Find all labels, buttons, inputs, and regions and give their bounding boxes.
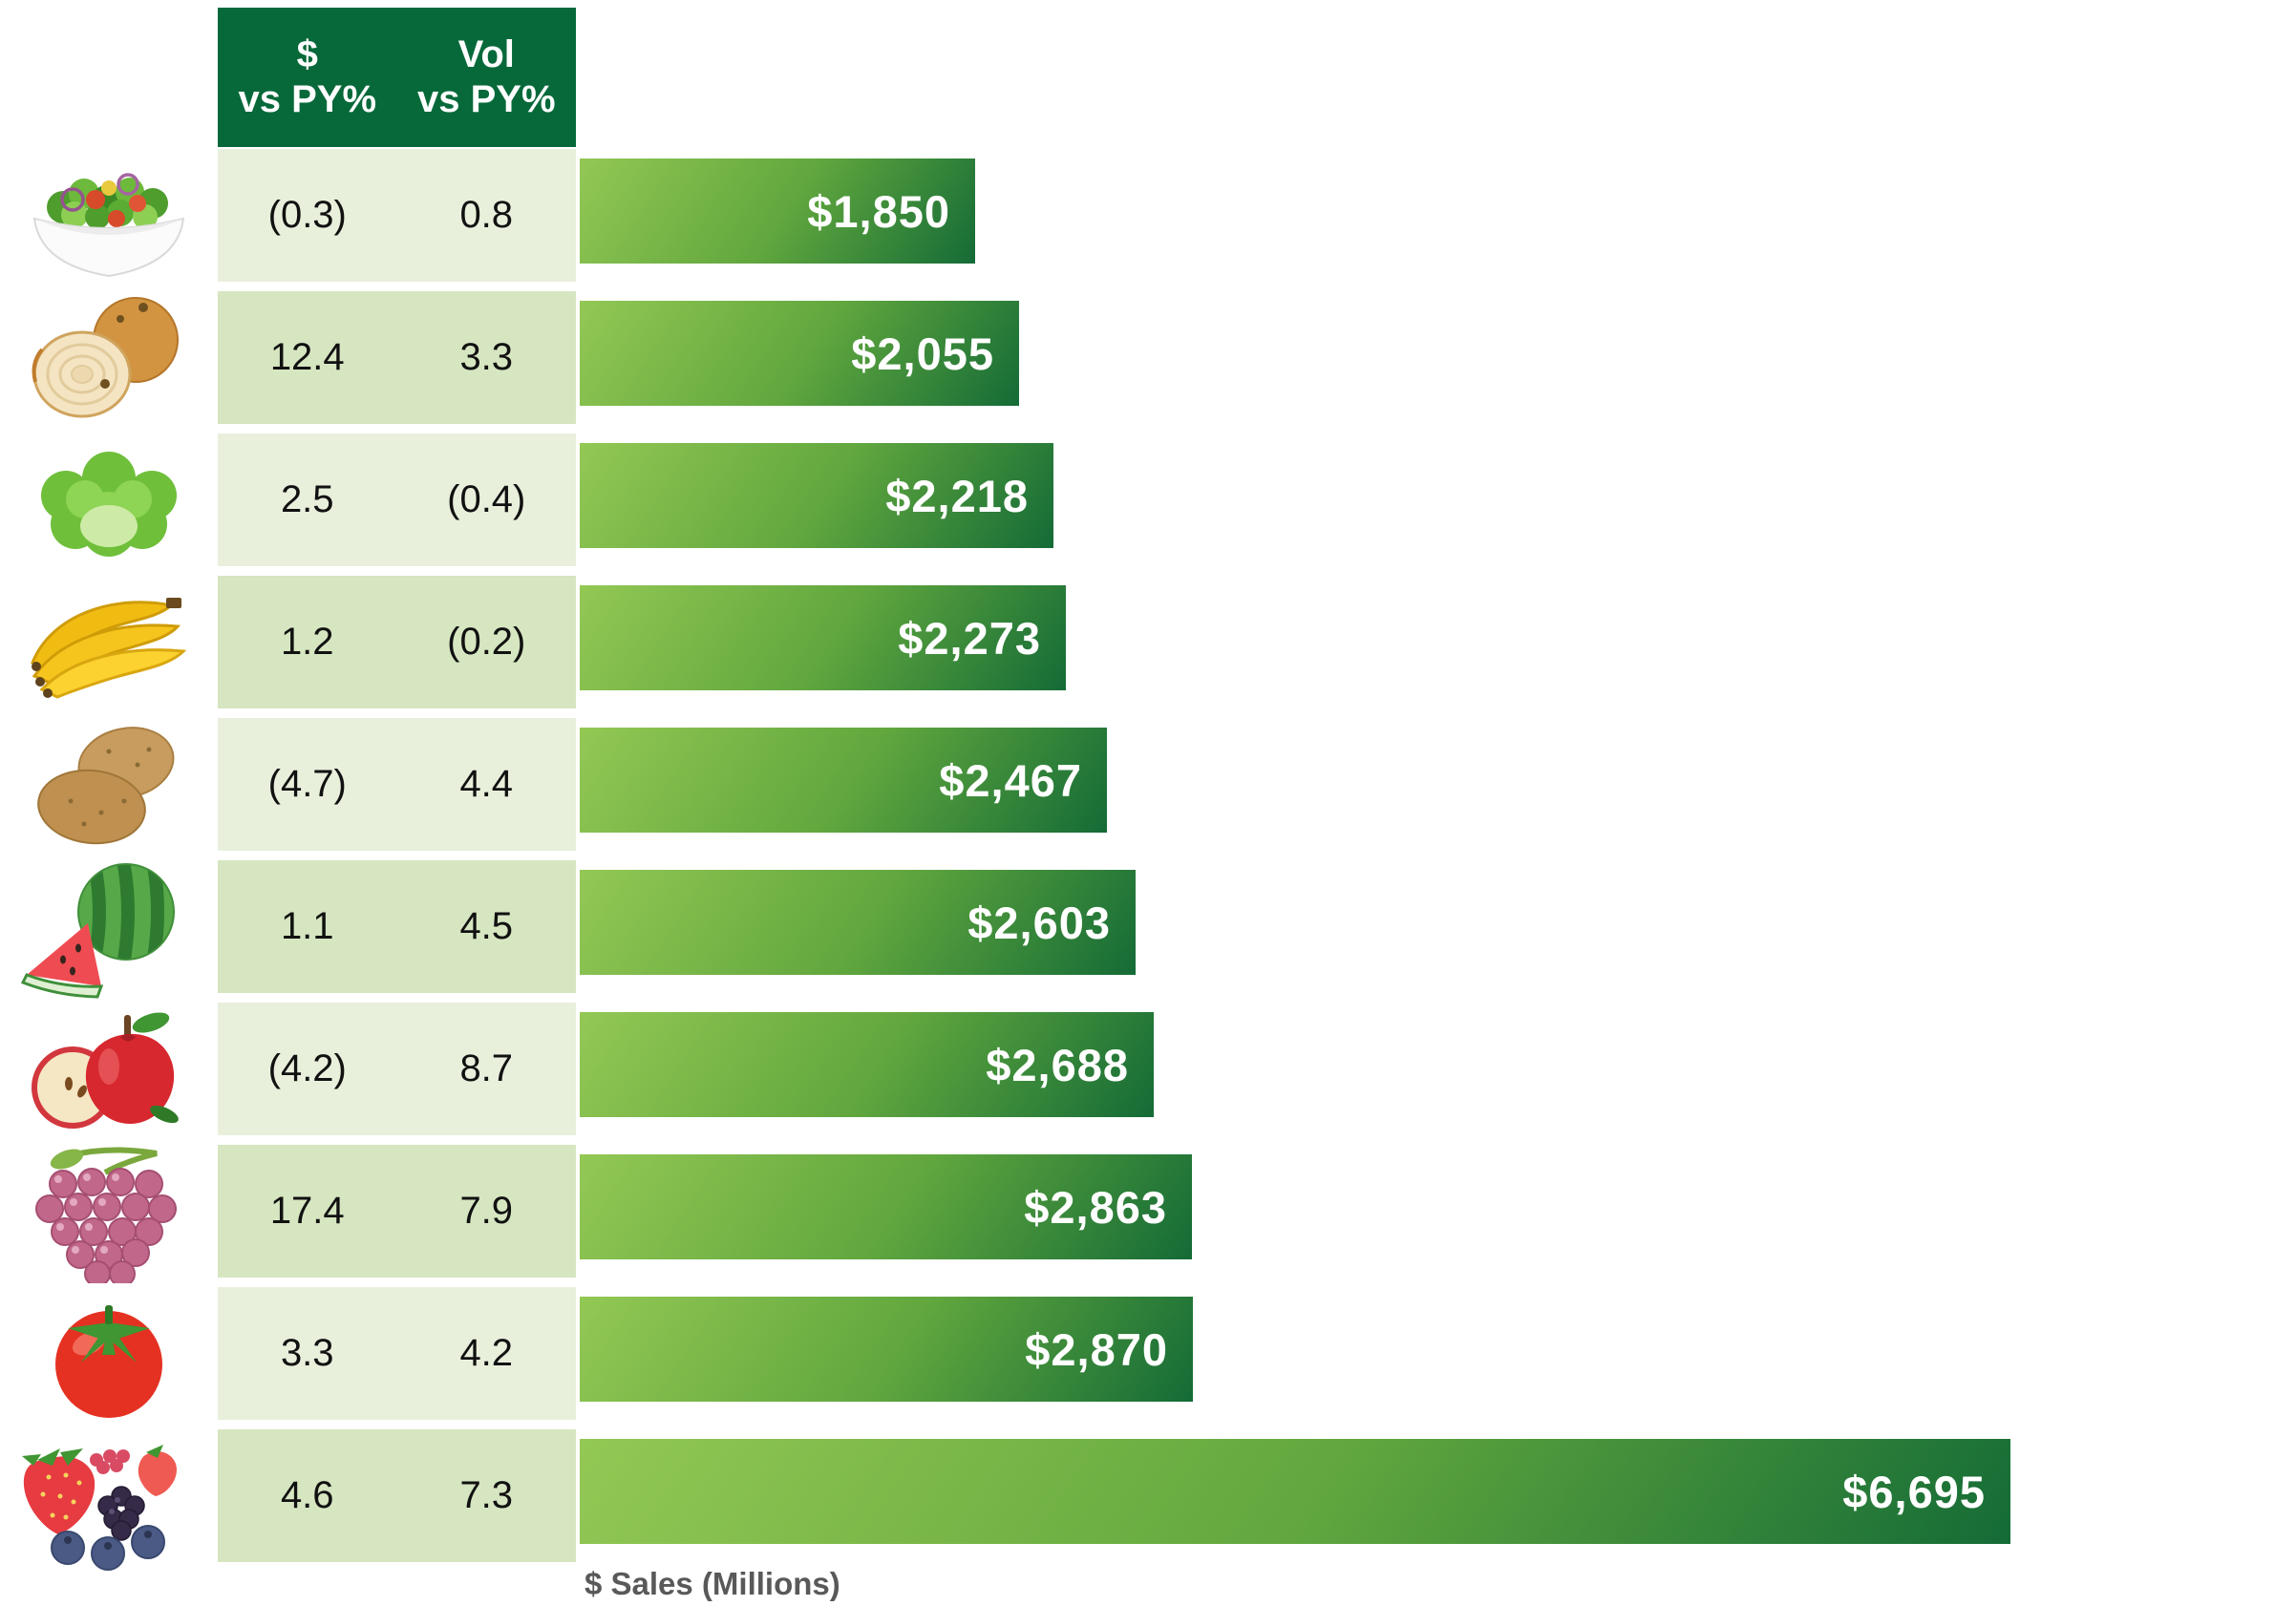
vol-vs-py-value: 0.8 xyxy=(459,194,514,236)
dollar-vs-py-header-line1: $ xyxy=(296,32,318,75)
x-axis-label: $ Sales (Millions) xyxy=(585,1566,840,1601)
metrics-cell: (0.3) 0.8 xyxy=(218,149,576,282)
vol-vs-py-value: 4.2 xyxy=(459,1332,514,1374)
sales-bar: $6,695 xyxy=(580,1439,2010,1544)
metrics-cell: 4.6 7.3 xyxy=(218,1429,576,1562)
chart-rows: (0.3) 0.8 $1,850 12.4 3.3 $2,055 2.5 (0.… xyxy=(0,149,2296,1572)
tomato-icon xyxy=(0,1281,218,1426)
onion-icon xyxy=(0,285,218,430)
dollar-vs-py-value: 4.6 xyxy=(280,1474,334,1516)
salad-bowl-icon xyxy=(0,143,218,287)
bar-value-label: $2,688 xyxy=(986,1039,1129,1090)
table-row: 12.4 3.3 $2,055 xyxy=(0,291,2296,424)
metrics-cell: 1.2 (0.2) xyxy=(218,576,576,708)
vol-vs-py-header-line2: vs PY% xyxy=(416,78,556,120)
vol-vs-py-header-line1: Vol xyxy=(457,32,515,75)
dollar-vs-py-value: 3.3 xyxy=(280,1332,334,1374)
grapes-icon xyxy=(0,1139,218,1283)
table-row: 4.6 7.3 $6,695 xyxy=(0,1429,2296,1571)
bar-value-label: $2,603 xyxy=(967,897,1111,948)
table-row: (4.2) 8.7 $2,688 xyxy=(0,1003,2296,1135)
sales-bar: $2,603 xyxy=(580,870,1136,975)
metrics-cell: 3.3 4.2 xyxy=(218,1287,576,1420)
vol-vs-py-value: (0.2) xyxy=(447,621,526,663)
vol-vs-py-value: 8.7 xyxy=(459,1047,514,1089)
bar-value-label: $2,467 xyxy=(939,754,1082,806)
table-row: 17.4 7.9 $2,863 xyxy=(0,1145,2296,1283)
bar-value-label: $2,870 xyxy=(1025,1323,1168,1375)
metrics-header: $ vs PY% Vol vs PY% xyxy=(218,8,576,147)
bar-value-label: $2,055 xyxy=(851,328,994,379)
bar-value-label: $2,218 xyxy=(885,470,1029,521)
sales-bar: $2,870 xyxy=(580,1297,1193,1402)
dollar-vs-py-value: (0.3) xyxy=(267,194,347,236)
bar-value-label: $1,850 xyxy=(807,185,950,237)
metrics-cell: 2.5 (0.4) xyxy=(218,433,576,566)
bar-value-label: $2,273 xyxy=(898,612,1041,664)
bar-value-label: $2,863 xyxy=(1024,1181,1167,1233)
vol-vs-py-value: 7.3 xyxy=(459,1474,514,1516)
metrics-cell: 12.4 3.3 xyxy=(218,291,576,424)
apple-icon xyxy=(0,997,218,1141)
sales-bar: $2,218 xyxy=(580,443,1053,548)
dollar-vs-py-value: (4.2) xyxy=(267,1047,347,1089)
sales-bar: $2,467 xyxy=(580,728,1107,833)
table-row: 3.3 4.2 $2,870 xyxy=(0,1287,2296,1420)
metrics-cell: 17.4 7.9 xyxy=(218,1145,576,1278)
vol-vs-py-value: 3.3 xyxy=(459,336,514,378)
dollar-vs-py-value: 2.5 xyxy=(280,478,334,520)
table-row: 1.1 4.5 $2,603 xyxy=(0,860,2296,999)
dollar-vs-py-value: 17.4 xyxy=(269,1190,345,1232)
dollar-vs-py-value: (4.7) xyxy=(267,763,347,805)
potatoes-icon xyxy=(0,712,218,856)
bar-value-label: $6,695 xyxy=(1842,1466,1986,1517)
vol-vs-py-value: 7.9 xyxy=(459,1190,514,1232)
table-row: 2.5 (0.4) $2,218 xyxy=(0,433,2296,566)
vol-vs-py-value: (0.4) xyxy=(447,478,526,520)
bananas-icon xyxy=(0,570,218,714)
sales-bar: $1,850 xyxy=(580,158,975,264)
dollar-vs-py-value: 1.2 xyxy=(280,621,334,663)
berries-icon xyxy=(0,1424,218,1571)
watermelon-icon xyxy=(0,855,218,999)
sales-bar: $2,688 xyxy=(580,1012,1154,1117)
dollar-vs-py-header: $ vs PY% xyxy=(218,8,397,147)
metrics-cell: (4.7) 4.4 xyxy=(218,718,576,851)
dollar-vs-py-value: 12.4 xyxy=(269,336,345,378)
metrics-cell: 1.1 4.5 xyxy=(218,860,576,993)
table-row: (4.7) 4.4 $2,467 xyxy=(0,718,2296,851)
table-row: (0.3) 0.8 $1,850 xyxy=(0,149,2296,282)
lettuce-icon xyxy=(0,428,218,572)
dollar-vs-py-header-line2: vs PY% xyxy=(238,78,377,120)
dollar-vs-py-value: 1.1 xyxy=(280,905,334,947)
metrics-cell: (4.2) 8.7 xyxy=(218,1003,576,1135)
sales-bar: $2,863 xyxy=(580,1154,1192,1259)
vol-vs-py-header: Vol vs PY% xyxy=(397,8,577,147)
vol-vs-py-value: 4.4 xyxy=(459,763,514,805)
sales-bar: $2,055 xyxy=(580,301,1019,406)
table-row: 1.2 (0.2) $2,273 xyxy=(0,576,2296,708)
vol-vs-py-value: 4.5 xyxy=(459,905,514,947)
sales-bar: $2,273 xyxy=(580,585,1066,690)
